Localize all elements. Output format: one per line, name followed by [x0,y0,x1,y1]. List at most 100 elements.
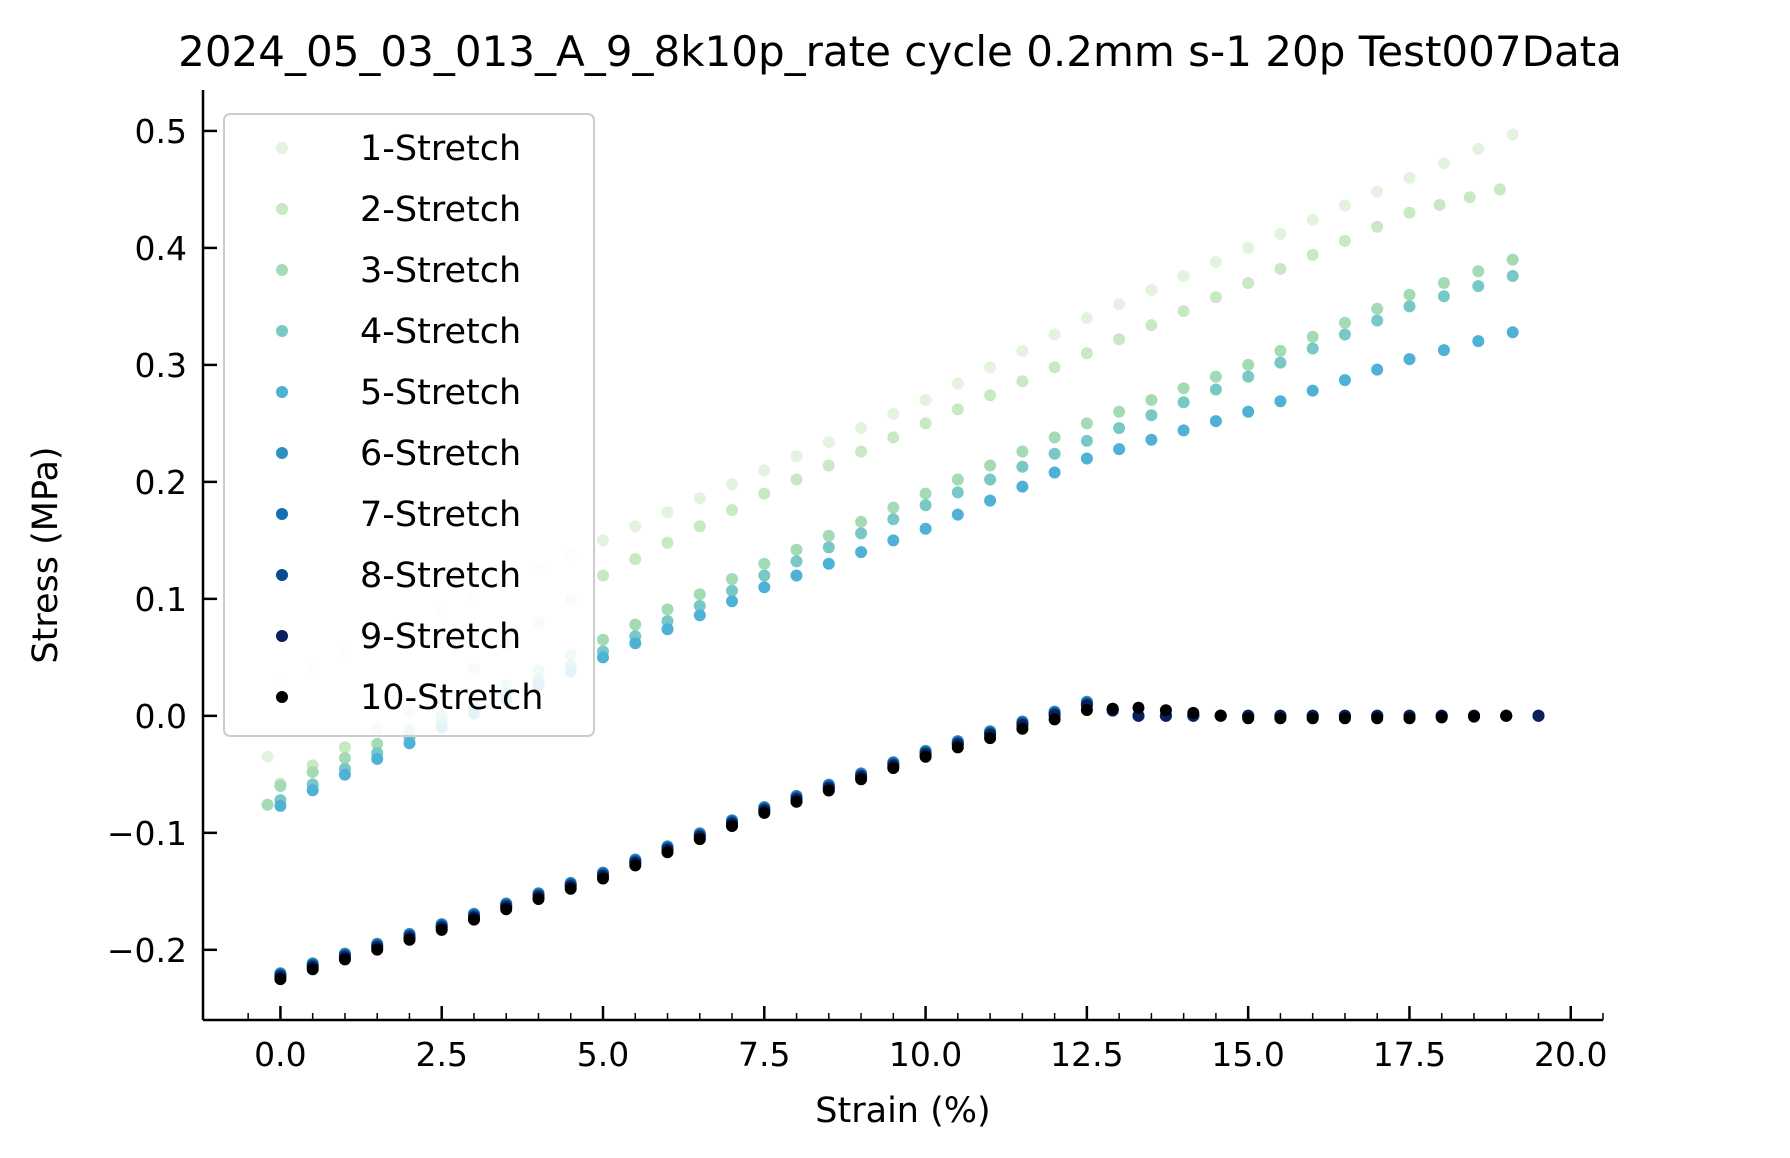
data-point [661,536,674,549]
data-point [984,494,997,507]
data-point [597,633,609,646]
data-point [790,555,803,568]
data-point [1306,213,1319,226]
legend-marker [276,203,288,215]
data-point [951,403,964,416]
data-point [822,557,835,570]
data-point [1274,263,1287,275]
y-axis-label: Stress (MPa) [26,446,66,663]
data-point [629,637,642,650]
data-point [726,584,738,597]
data-point [855,773,868,786]
data-point [371,752,384,765]
data-point [919,750,932,763]
legend-entry: 6-Stretch [276,434,521,474]
data-point [1242,712,1255,725]
data-point [984,459,997,472]
data-point [822,784,835,797]
data-point [951,473,964,486]
legend-entry: 8-Stretch [276,556,521,596]
data-point [1506,128,1519,141]
data-point [855,445,868,458]
data-point [1371,363,1384,376]
series-7 [274,697,1545,981]
legend-entry: 3-Stretch [276,251,521,291]
data-point [1080,704,1093,716]
legend-entry: 7-Stretch [276,495,521,535]
legend-frame [223,113,595,737]
data-point [1403,171,1416,184]
data-point [1435,711,1448,724]
data-point [597,872,609,885]
data-point [1209,383,1222,396]
legend-label: 8-Stretch [360,556,521,596]
x-tick-label: 17.5 [1373,1035,1446,1074]
data-point [919,522,932,535]
data-point [1048,466,1061,479]
data-point [726,595,738,608]
series-6 [274,695,1545,980]
data-point [1371,220,1384,233]
data-point [1048,361,1061,374]
data-point [1113,422,1126,435]
data-point [1437,344,1450,357]
data-point [887,762,900,774]
data-point [1403,206,1416,219]
data-point [693,588,706,601]
data-point [1274,712,1287,725]
series-9 [274,699,1545,983]
legend-entry: 9-Stretch [276,617,521,657]
data-point [1187,706,1200,719]
data-point [887,431,900,444]
y-tick-label: 0.1 [135,580,187,619]
data-point [500,903,513,916]
data-point [1338,374,1351,387]
data-point [984,389,997,402]
data-point [274,780,287,792]
data-point [1306,248,1319,261]
data-point [1048,431,1061,444]
data-point [855,527,868,540]
legend-label: 2-Stretch [360,190,521,230]
legend-label: 5-Stretch [360,373,521,413]
data-point [1177,270,1190,282]
data-point [403,933,416,946]
y-tick-label: 0.3 [135,346,187,385]
legend-entry: 4-Stretch [276,312,521,352]
legend-marker [276,630,288,642]
data-point [371,737,384,750]
data-point [1048,713,1061,726]
data-point [1016,375,1029,388]
series-8 [274,698,1545,982]
data-point [822,529,835,542]
data-point [919,499,932,512]
data-point [1177,382,1190,395]
y-tick-label: 0.5 [135,112,187,151]
data-point [726,478,738,491]
legend-marker [276,508,288,520]
data-point [661,623,674,636]
data-point [1463,191,1476,204]
legend-marker [276,264,288,276]
data-point [1159,704,1172,717]
legend-label: 3-Stretch [360,251,521,291]
data-point [1113,405,1126,418]
data-point [1338,199,1351,212]
data-point [1177,396,1190,409]
y-tick-label: 0.0 [135,697,187,736]
data-point [1472,335,1485,348]
data-point [1338,316,1351,329]
data-point [984,732,997,745]
data-point [1209,415,1222,428]
data-point [1177,424,1190,437]
data-point [726,504,738,516]
data-point [629,859,642,872]
data-point [1306,330,1319,343]
legend-label: 9-Stretch [360,617,521,657]
data-point [338,752,351,764]
data-point [1371,302,1384,315]
data-point [1306,712,1319,725]
y-tick-label: 0.4 [135,229,187,268]
data-point [1371,185,1384,198]
